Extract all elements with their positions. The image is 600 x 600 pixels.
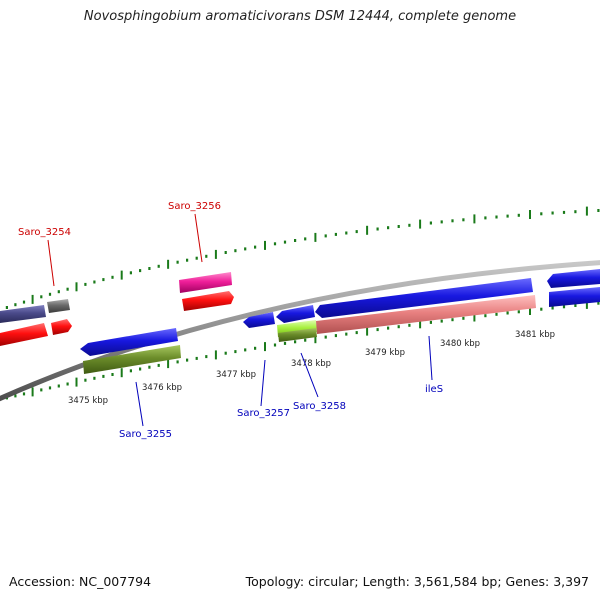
cds-blue-right-lower[interactable]: [549, 287, 600, 307]
leader-saro-3257: [260, 359, 266, 407]
genome-summary: Topology: circular; Length: 3,561,584 bp…: [245, 574, 589, 589]
gene-label-ileS[interactable]: ileS: [425, 384, 443, 395]
cds-red-small[interactable]: [51, 319, 72, 335]
genome-backbone: [0, 260, 600, 402]
gene-label-saro-3256[interactable]: Saro_3256: [168, 201, 221, 212]
tick-label-3479: 3479 kbp: [365, 348, 405, 358]
cds-blue-small-2[interactable]: [276, 305, 315, 323]
cds-blue-small-1[interactable]: [243, 312, 275, 328]
cds-salmon-ileS[interactable]: [316, 295, 536, 334]
cds-blue-saro-3255[interactable]: [80, 328, 178, 356]
cds-olive-small[interactable]: [278, 328, 317, 342]
tick-label-3477: 3477 kbp: [216, 370, 256, 380]
leader-saro-3254: [47, 239, 55, 287]
outer-tick-ring: [5, 206, 600, 309]
tick-label-3478: 3478 kbp: [291, 359, 331, 369]
cds-blue-right-upper[interactable]: [547, 269, 600, 288]
gene-label-saro-3258[interactable]: Saro_3258: [293, 401, 346, 412]
gene-label-saro-3254[interactable]: Saro_3254: [18, 227, 71, 238]
cds-red-left[interactable]: [0, 323, 48, 346]
leader-ileS: [428, 335, 433, 381]
cds-gray[interactable]: [47, 299, 70, 313]
accession-label: Accession: NC_007794: [9, 574, 152, 589]
tick-label-3481: 3481 kbp: [515, 330, 555, 340]
genome-title: Novosphingobium aromaticivorans DSM 1244…: [83, 9, 517, 24]
leader-saro-3255: [135, 381, 144, 427]
gene-label-saro-3257[interactable]: Saro_3257: [237, 408, 290, 419]
tick-label-3475: 3475 kbp: [68, 396, 108, 406]
cds-olive-saro-3255[interactable]: [83, 345, 181, 374]
cds-pink-saro-3256[interactable]: [179, 272, 232, 293]
tick-label-3476: 3476 kbp: [142, 383, 182, 393]
cds-slate[interactable]: [0, 305, 46, 323]
tick-label-3480: 3480 kbp: [440, 339, 480, 349]
leader-saro-3256: [194, 213, 203, 263]
cds-blue-long-upper[interactable]: [315, 278, 533, 318]
cds-red-upper[interactable]: [182, 291, 234, 311]
gene-label-saro-3255[interactable]: Saro_3255: [119, 429, 172, 440]
leader-saro-3258: [300, 352, 319, 398]
